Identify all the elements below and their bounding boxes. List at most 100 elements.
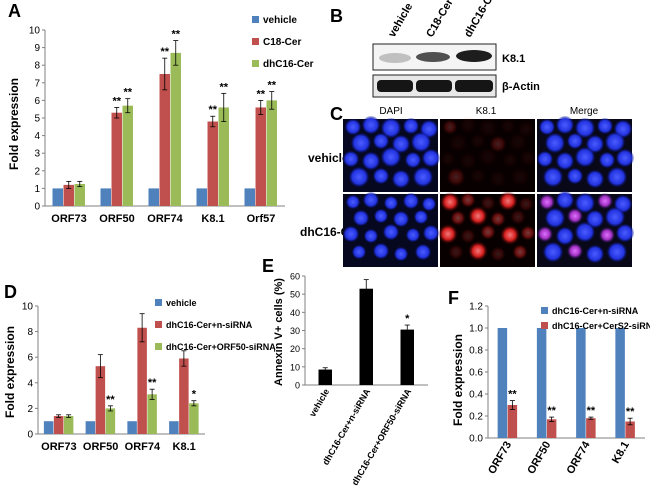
chart-e-ytick-label: 40 — [290, 308, 300, 318]
cell-nucleus — [363, 192, 379, 208]
chart-d: 0 2 4 6 8 10 ORF73 ** ORF50 ** ORF74 * K8.1 vehicle dh… — [22, 298, 276, 453]
cell-nucleus — [422, 197, 436, 211]
chart-a-bar — [122, 105, 133, 206]
cell-nucleus — [575, 222, 595, 242]
cell-nucleus — [502, 152, 518, 168]
cell-nucleus — [567, 168, 583, 184]
chart-f-bar — [586, 418, 596, 438]
cell-nucleus — [460, 192, 476, 208]
chart-e-ytick-label: 50 — [290, 290, 300, 300]
cell-nucleus — [478, 147, 498, 167]
chart-f-category-label: ORF74 — [565, 439, 594, 476]
chart-f-bar — [536, 328, 547, 438]
chart-d-category-label: K8.1 — [173, 441, 196, 453]
chart-e-bar — [359, 288, 373, 385]
chart-a-ytick-label: 1 — [34, 184, 40, 195]
chart-d-bar — [127, 421, 137, 434]
cell-nucleus — [422, 149, 440, 167]
chart-e-ytick-label: 30 — [290, 326, 300, 336]
chart-f-bar — [497, 328, 508, 438]
chart-d-sig-label: * — [192, 389, 197, 401]
cell-nucleus — [498, 191, 518, 211]
cell-nucleus — [616, 149, 634, 167]
blot-band-label-k81: K8.1 — [502, 53, 525, 65]
cell-nucleus — [362, 116, 380, 134]
chart-d-bar — [105, 408, 116, 434]
panel-letter-d: D — [4, 282, 17, 302]
chart-f-ytick-label: 0.8 — [469, 346, 483, 357]
cell-nucleus — [413, 167, 433, 187]
chart-d-bar — [85, 421, 96, 434]
chart-e-category-label: vehicle — [307, 387, 331, 418]
chart-f-ytick-label: 1.2 — [469, 302, 483, 313]
cell-nucleus — [586, 135, 604, 153]
chart-f-bar — [625, 421, 635, 438]
cell-nucleus — [508, 132, 528, 152]
cell-nucleus — [605, 132, 625, 152]
cell-nucleus — [616, 224, 634, 242]
chart-a-ytick-label: 9 — [34, 43, 40, 54]
cell-nucleus — [510, 209, 526, 225]
chart-d-legend-swatch — [155, 299, 162, 306]
cell-nucleus — [543, 242, 563, 262]
cell-nucleus — [489, 135, 507, 153]
panel-letter-e: E — [262, 256, 274, 276]
blot-band-k81-dhc16 — [456, 50, 492, 62]
chart-a-bar — [63, 184, 74, 206]
chart-d-ytick-label: 8 — [27, 327, 33, 338]
chart-f-ytick-label: 1.0 — [469, 324, 483, 335]
cell-nucleus — [364, 229, 378, 243]
cell-nucleus — [459, 152, 477, 170]
chart-f-sig-label: ** — [547, 405, 556, 417]
cell-nucleus — [586, 170, 604, 188]
chart-a-legend-swatch — [252, 38, 259, 45]
chart-a-bar — [170, 52, 181, 206]
chart-d-category-label: ORF50 — [83, 441, 118, 453]
cell-nucleus — [442, 119, 458, 135]
cell-nucleus — [374, 209, 388, 223]
cell-nucleus — [519, 149, 537, 167]
cell-nucleus — [459, 116, 477, 134]
chart-a-ytick-label: 5 — [34, 114, 40, 125]
chart-d-category-label: ORF74 — [125, 441, 161, 453]
chart-a-bar — [100, 188, 111, 206]
cell-nucleus — [607, 242, 627, 262]
chart-a-category-label: ORF73 — [51, 213, 86, 225]
cell-nucleus — [448, 244, 464, 260]
chart-a-legend-label: vehicle — [263, 15, 297, 26]
cell-nucleus — [343, 151, 359, 167]
chart-d-bar — [53, 416, 64, 434]
chart-d-bar — [147, 394, 157, 434]
chart-f-bar — [507, 405, 518, 438]
cell-nucleus — [411, 132, 431, 152]
chart-a-legend-swatch — [252, 16, 259, 23]
blot-band-actin-c18 — [416, 80, 452, 92]
cell-nucleus — [468, 206, 488, 226]
blot-band-k81-vehicle — [379, 53, 411, 63]
chart-a-category-label: ORF50 — [99, 213, 134, 225]
cell-nucleus — [575, 193, 595, 213]
cell-nucleus — [381, 118, 401, 138]
microscopy-panel: DAPI K8.1 Merge vehicle dhC16-Cer — [300, 106, 634, 267]
chart-f-legend-swatch — [541, 307, 548, 314]
chart-a-ytick-label: 2 — [34, 166, 40, 177]
chart-a-bar — [52, 188, 63, 206]
western-blot: vehicle C18-Cer dhC16-Cer K8.1 β-Actin — [372, 0, 540, 98]
chart-f-category-label: K8.1 — [610, 440, 632, 466]
cell-nucleus — [605, 207, 625, 227]
cell-nucleus — [406, 228, 420, 242]
chart-e-ytick-label: 20 — [290, 344, 300, 354]
cell-nucleus — [448, 133, 468, 153]
chart-e-bar — [400, 329, 414, 385]
cell-nucleus — [480, 224, 496, 240]
chart-d-category-label: ORF73 — [41, 441, 76, 453]
chart-a-bar — [148, 188, 159, 206]
blot-lane-label-c18: C18-Cer — [424, 0, 456, 40]
chart-a-bar — [196, 188, 207, 206]
cell-nucleus — [575, 118, 595, 138]
chart-f-bar — [546, 419, 557, 438]
cell-nucleus — [346, 195, 360, 209]
chart-e: 0102030405060vehicledhC16-Cer+n-siRNA*dh… — [290, 272, 428, 487]
cell-nucleus — [556, 227, 574, 245]
